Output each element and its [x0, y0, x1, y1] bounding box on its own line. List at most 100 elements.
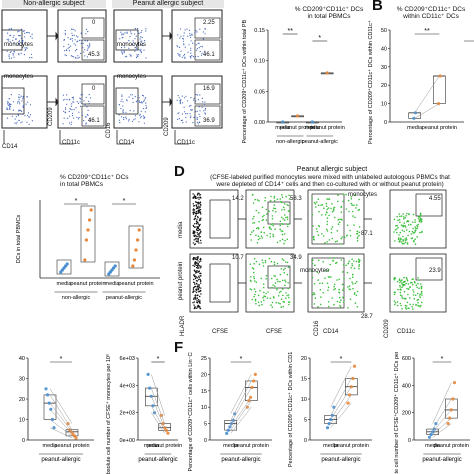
- d-flow-dot: [193, 243, 196, 246]
- d-flow-dot: [195, 204, 197, 206]
- d-flow-dot: [279, 273, 282, 276]
- d-flow-dot: [257, 238, 260, 241]
- d-flow-dot: [353, 260, 355, 262]
- d-flow-dot: [404, 306, 407, 309]
- d-flow-dot: [405, 282, 407, 285]
- flow-dot: [191, 33, 193, 35]
- flow-dot: [81, 114, 84, 116]
- d-flow-dot: [397, 219, 399, 221]
- d-flow-dot: [269, 199, 272, 202]
- d-flow-dot: [198, 279, 200, 281]
- d-flow-dot: [194, 297, 197, 299]
- flow-dot: [204, 101, 206, 103]
- flow-dot: [85, 96, 87, 98]
- flow-dot: [194, 32, 196, 34]
- flow-dot: [121, 49, 123, 52]
- y-tick-label: 2e+03: [120, 411, 135, 417]
- d-flow-dot: [198, 270, 200, 272]
- d-flow-dot: [196, 286, 198, 288]
- d-flow-dot: [268, 227, 271, 230]
- d-flow-dot: [264, 261, 267, 264]
- d-flow-dot: [260, 277, 263, 280]
- flow-dot: [124, 46, 126, 48]
- d-flow-dot: [257, 294, 260, 297]
- flow-dot: [198, 121, 200, 123]
- flow-dot: [184, 57, 186, 59]
- d-flow-dot: [286, 223, 289, 225]
- flow-dot: [145, 107, 147, 109]
- flow-dot: [7, 32, 9, 34]
- d-flow-dot: [255, 227, 258, 230]
- d-flow-dot: [319, 288, 322, 291]
- d-flow-dot: [268, 257, 271, 260]
- d-flow-dot: [393, 276, 396, 279]
- data-point: [325, 71, 329, 75]
- y-tick-label: 0.15: [254, 28, 265, 34]
- pair-line: [432, 382, 452, 424]
- d-flow-dot: [398, 279, 401, 281]
- flow-dot: [11, 115, 13, 117]
- d-flow-dot: [288, 301, 290, 303]
- flow-dot: [183, 55, 185, 57]
- flow-dot: [76, 116, 78, 118]
- flow-dot: [21, 113, 24, 115]
- d-flow-dot: [357, 236, 359, 238]
- d-flow-dot: [193, 297, 195, 300]
- d-flow-dot: [399, 215, 401, 218]
- d-flow-dot: [405, 276, 408, 279]
- flow-dot: [145, 106, 147, 108]
- d-flow-dot: [197, 192, 199, 195]
- flow-dot: [31, 33, 33, 35]
- data-point: [432, 427, 436, 431]
- d-flow-dot: [283, 219, 286, 221]
- d-flow-dot: [393, 293, 396, 296]
- flow-dot: [182, 37, 184, 40]
- d-flow-dot: [196, 197, 198, 199]
- d-flow-dot: [253, 215, 255, 218]
- d-flow-dot: [255, 234, 257, 237]
- d-flow-dot: [194, 217, 196, 220]
- d-flow-dot: [194, 262, 196, 264]
- d-flow-dot: [192, 203, 194, 205]
- d-flow-dot: [251, 298, 253, 301]
- d-flow-dot: [417, 282, 419, 285]
- d-flow-dot: [400, 304, 402, 307]
- d-flow-dot: [282, 218, 284, 220]
- d-flow-dot: [250, 276, 252, 278]
- d-flow-dot: [198, 264, 200, 266]
- d-flow-dot: [343, 277, 345, 280]
- d-flow-dot: [347, 307, 349, 309]
- flow-dot: [132, 101, 134, 103]
- d-flow-dot: [418, 219, 421, 221]
- d-flow-dot: [195, 214, 197, 217]
- data-point: [427, 435, 432, 439]
- flow-dot: [132, 40, 134, 42]
- d-flow-dot: [393, 278, 396, 281]
- flow-dot: [125, 111, 127, 113]
- d-axis-cd209: CD209: [384, 319, 390, 338]
- d-flow-dot: [194, 275, 196, 277]
- group-label: peanut-allergic: [106, 295, 142, 301]
- flow-dot: [199, 50, 201, 53]
- flow-dot: [6, 117, 8, 119]
- flow-dot: [189, 34, 191, 36]
- flow-dot: [78, 111, 80, 113]
- data-point: [49, 407, 53, 411]
- d-flow-dot: [327, 301, 330, 303]
- d-flow-dot: [352, 210, 354, 213]
- d-flow-dot: [393, 300, 396, 302]
- d-flow-dot: [261, 206, 264, 209]
- data-point: [412, 116, 416, 120]
- d-val-r2-3: 28.7: [361, 314, 373, 320]
- d-flow-dot: [412, 294, 415, 296]
- d-flow-dot: [358, 258, 360, 260]
- flow-dot: [8, 28, 10, 30]
- d-flow-dot: [271, 223, 274, 225]
- flow-dot: [145, 102, 147, 104]
- data-point: [84, 238, 88, 242]
- flow-dot: [131, 120, 133, 122]
- flow-dot: [138, 121, 140, 123]
- d-flow-dot: [260, 235, 263, 237]
- d-flow-dot: [419, 231, 421, 234]
- y-tick-label: 15: [201, 389, 207, 395]
